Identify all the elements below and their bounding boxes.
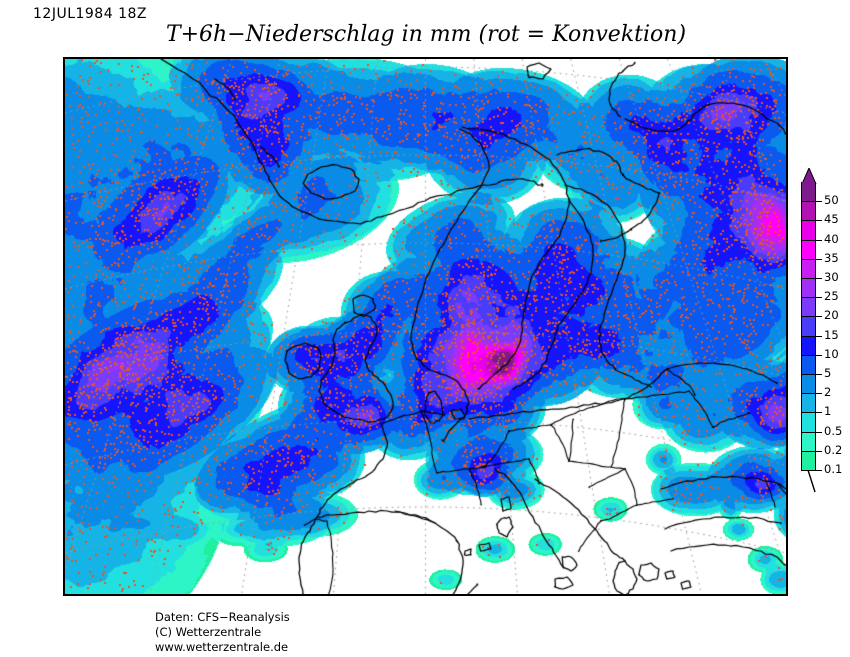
- colorbar-band: [801, 393, 816, 413]
- colorbar-tick-label: 0.1: [824, 462, 843, 476]
- colorbar-tick-label: 45: [824, 212, 839, 227]
- colorbar-tick: [801, 412, 822, 414]
- colorbar-tick: [801, 470, 822, 471]
- colorbar-band: [801, 297, 816, 317]
- colorbar-tick: [801, 335, 822, 337]
- colorbar-tick: [801, 431, 822, 433]
- colorbar-tick-label: 0.2: [824, 442, 843, 457]
- colorbar-tick-label: 40: [824, 231, 839, 246]
- colorbar-tick: [801, 374, 822, 375]
- colorbar-tick: [801, 354, 822, 356]
- colorbar-tick-label: 25: [824, 289, 839, 304]
- colorbar-tick: [801, 393, 822, 395]
- colorbar-band: [801, 335, 816, 356]
- colorbar-tick: [801, 201, 822, 203]
- colorbar-legend: 50 45 40 35 30 25 20 15 10 5 2 1 0.5 0.2 0.1: [798, 166, 850, 493]
- colorbar-band: [801, 201, 816, 221]
- footer-copyright: (C) Wetterzentrale: [155, 625, 262, 639]
- colorbar-tick: [801, 220, 822, 222]
- colorbar-band: [801, 220, 816, 241]
- colorbar-tick-label: 35: [824, 250, 839, 265]
- colorbar-tick: [801, 258, 822, 260]
- colorbar-band: [801, 354, 816, 375]
- colorbar-band: [801, 431, 816, 452]
- colorbar-band: [801, 239, 816, 260]
- colorbar-band: [801, 182, 816, 202]
- colorbar-band: [801, 278, 816, 298]
- date-label: 12JUL1984 18Z: [33, 6, 147, 22]
- colorbar-tick-label: 5: [824, 366, 832, 380]
- colorbar-tick-label: 50: [824, 193, 839, 208]
- map-panel: [63, 57, 788, 596]
- colorbar-tick-label: 1: [824, 404, 832, 419]
- colorbar-tick-label: 0.5: [824, 423, 843, 438]
- colorbar-tick: [801, 297, 822, 299]
- footer-data-source: Daten: CFS−Reanalysis: [155, 610, 290, 624]
- colorbar-tick-label: 2: [824, 385, 832, 400]
- colorbar-tick-label: 20: [824, 308, 839, 323]
- colorbar-band: [801, 258, 816, 279]
- colorbar-band: [801, 412, 816, 433]
- colorbar-band: [801, 450, 816, 471]
- colorbar-tick: [801, 450, 822, 452]
- colorbar-tick-label: 30: [824, 270, 839, 284]
- colorbar-band: [801, 316, 816, 337]
- colorbar-strip: 50 45 40 35 30 25 20 15 10 5 2 1 0.5 0.2 0.1: [800, 166, 842, 493]
- precipitation-map: [65, 59, 786, 594]
- colorbar-tick-label: 10: [824, 346, 839, 361]
- footer: Daten: CFS−Reanalysis (C) Wetterzentrale…: [155, 610, 290, 655]
- colorbar-tick-label: 15: [824, 327, 839, 342]
- footer-url: www.wetterzentrale.de: [155, 640, 289, 654]
- colorbar-tick: [801, 316, 822, 318]
- colorbar-tick: [801, 278, 822, 279]
- colorbar-tick: [801, 239, 822, 241]
- colorbar-band: [801, 374, 816, 394]
- page-title: T+6h−Niederschlag in mm (rot = Konvektio…: [165, 22, 687, 47]
